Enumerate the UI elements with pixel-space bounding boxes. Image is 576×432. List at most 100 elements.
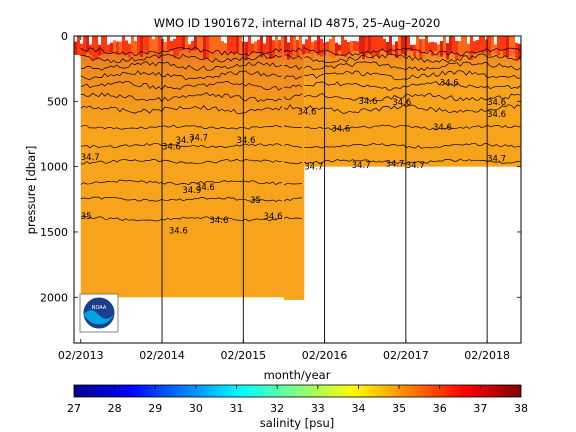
x-tick-label: 02/2016 <box>302 349 348 362</box>
x-tick-label: 02/2013 <box>58 349 104 362</box>
surface-cell <box>110 36 113 53</box>
surface-cell <box>83 36 86 57</box>
surface-cell <box>452 36 455 53</box>
surface-cell <box>434 36 437 51</box>
surface-gap <box>89 36 92 45</box>
surface-cell <box>149 36 152 55</box>
contour-label: 34.6 <box>162 143 181 153</box>
colorbar-tick-label: 31 <box>230 402 244 415</box>
surface-cell <box>287 36 290 60</box>
contour-label: 34.7 <box>176 136 195 146</box>
colorbar-tick-label: 35 <box>392 402 406 415</box>
surface-cell <box>425 36 428 52</box>
x-axis: 02/2013 02/2014 02/2015 02/2016 02/2017 02/20… <box>58 36 510 362</box>
surface-cell <box>257 36 260 53</box>
x-tick-label: 02/2017 <box>383 349 429 362</box>
surface-cell <box>104 36 107 54</box>
surface-cell <box>248 36 251 53</box>
contour-label: 34.6 <box>487 98 506 108</box>
x-axis-label: month/year <box>264 368 331 382</box>
surface-cell <box>446 36 449 60</box>
surface-gap <box>191 36 194 41</box>
colorbar <box>73 384 522 398</box>
surface-gap <box>221 36 224 42</box>
surface-gap <box>311 36 314 42</box>
contour-label: 34.6 <box>196 183 215 193</box>
surface-cell <box>290 36 293 56</box>
surface-gap <box>170 36 173 41</box>
surface-cell <box>479 36 482 52</box>
surface-cell <box>161 36 164 52</box>
surface-gap <box>518 36 521 44</box>
surface-cell <box>134 36 137 58</box>
surface-gap <box>278 36 281 40</box>
surface-cell <box>107 36 110 54</box>
surface-cell <box>260 36 263 58</box>
surface-cell <box>392 36 395 55</box>
surface-gap <box>296 36 299 40</box>
y-tick-label: 0 <box>61 30 68 43</box>
surface-cell <box>185 36 188 54</box>
surface-gap <box>107 36 110 45</box>
surface-cell <box>128 36 131 58</box>
surface-cell <box>449 36 452 53</box>
surface-gap <box>74 36 77 42</box>
surface-gap <box>440 36 443 41</box>
surface-cell <box>359 36 362 54</box>
surface-gap <box>314 36 317 41</box>
surface-cell <box>164 36 167 56</box>
contour-label: 34.6 <box>392 98 411 108</box>
surface-cell <box>401 36 404 54</box>
surface-gap <box>485 36 488 40</box>
contour-line <box>80 104 521 114</box>
surface-cell <box>308 36 311 54</box>
surface-gap <box>353 36 356 41</box>
surface-gap <box>350 36 353 42</box>
surface-gap <box>515 36 518 43</box>
surface-cell <box>380 36 383 52</box>
surface-cell <box>407 36 410 51</box>
colorbar-tick-label: 28 <box>108 402 122 415</box>
surface-cell <box>89 36 92 55</box>
surface-cell <box>263 36 266 53</box>
surface-cell <box>224 36 227 55</box>
surface-cell <box>317 36 320 56</box>
surface-cell <box>194 36 197 51</box>
contour-label: 34.6 <box>487 110 506 120</box>
surface-gap <box>383 36 386 40</box>
surface-gap <box>128 36 131 44</box>
contour-line <box>80 196 303 202</box>
surface-cell <box>236 36 239 52</box>
surface-cell <box>374 36 377 55</box>
surface-cell <box>119 36 122 57</box>
surface-cell <box>413 36 416 57</box>
contour-label: 34.6 <box>264 212 283 222</box>
surface-cell <box>227 36 230 52</box>
contour-label: 34.6 <box>331 124 350 134</box>
surface-cell <box>113 36 116 55</box>
surface-gap <box>272 36 275 41</box>
surface-cell <box>140 36 143 57</box>
surface-cell <box>77 36 80 56</box>
surface-cell <box>353 36 356 51</box>
surface-cell <box>356 36 359 52</box>
surface-cell <box>467 36 470 58</box>
contour-label: 35 <box>81 212 92 222</box>
surface-cell <box>368 36 371 53</box>
contour-line <box>80 70 521 81</box>
surface-gap <box>254 36 257 42</box>
surface-gap <box>257 36 260 40</box>
colorbar-tick-label: 27 <box>67 402 81 415</box>
surface-cell <box>200 36 203 52</box>
surface-gap <box>320 36 323 40</box>
surface-cell <box>281 36 284 60</box>
surface-cell <box>509 36 512 56</box>
surface-cell <box>428 36 431 51</box>
surface-cell <box>362 36 365 59</box>
surface-gap <box>494 36 497 45</box>
surface-gap <box>245 36 248 42</box>
chart-title: WMO ID 1901672, internal ID 4875, 25–Aug… <box>154 16 441 30</box>
surface-cell <box>398 36 401 60</box>
